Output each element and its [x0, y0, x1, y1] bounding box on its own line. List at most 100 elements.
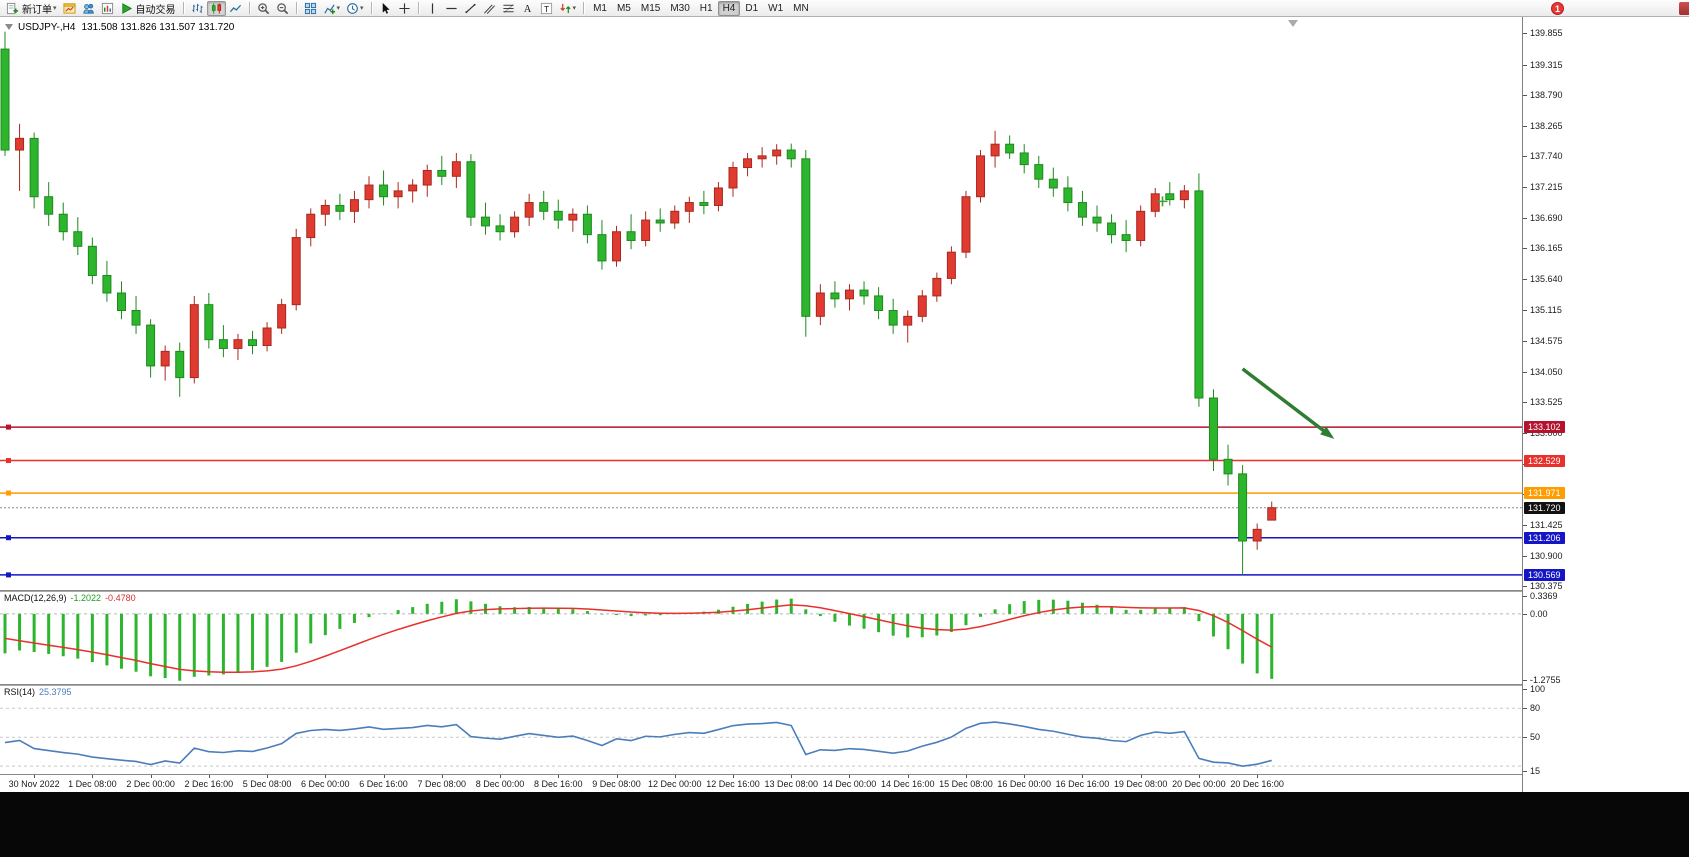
zoom-in-button[interactable] — [254, 1, 273, 16]
axis-tick-label: 134.575 — [1530, 336, 1563, 347]
splitter-rsi-time — [0, 774, 1689, 775]
tile-windows-button[interactable] — [301, 1, 320, 16]
svg-text:A: A — [523, 4, 531, 15]
time-tick-mark — [208, 775, 210, 778]
macd-pane[interactable]: MACD(12,26,9) -1.2022 -0.4780 — [0, 592, 1522, 684]
time-label: 16 Dec 16:00 — [1055, 779, 1110, 789]
line-anchor[interactable] — [6, 424, 11, 430]
time-tick-mark — [1257, 775, 1259, 778]
time-label: 1 Dec 08:00 — [68, 779, 117, 789]
tf-mn[interactable]: MN — [793, 2, 809, 14]
axis-tick-label: 0.00 — [1530, 608, 1548, 619]
dropdown-caret-icon: ▾ — [360, 5, 364, 12]
bottom-strip — [0, 792, 1689, 857]
axis-tick-mark — [1523, 689, 1527, 690]
macd-histogram — [3, 598, 1274, 681]
cursor-icon — [382, 2, 390, 14]
time-tick-mark — [1082, 775, 1084, 778]
splitter-macd-rsi[interactable] — [0, 684, 1689, 686]
trendline-button[interactable] — [461, 1, 480, 16]
axis-tick-label: 137.740 — [1530, 151, 1563, 162]
time-tick-mark — [441, 775, 443, 778]
one-click-trading-expander-icon[interactable] — [5, 24, 13, 34]
axis-tick-label: 15 — [1530, 766, 1541, 776]
text-button[interactable]: A — [518, 1, 537, 16]
cross-marker[interactable] — [1157, 196, 1168, 207]
periods-button[interactable]: ▾ — [343, 1, 367, 16]
time-tick-mark — [325, 775, 327, 778]
rsi-plot-svg[interactable] — [0, 686, 1522, 774]
time-tick-mark — [383, 775, 385, 778]
main-chart-pane[interactable]: USDJPY-,H4 131.508 131.826 131.507 131.7… — [0, 17, 1522, 590]
tf-h1[interactable]: H1 — [699, 2, 713, 14]
tf-w1[interactable]: W1 — [768, 2, 784, 14]
time-axis[interactable]: 30 Nov 2022 1 Dec 08:00 2 Dec 00:00 2 Dec 1… — [0, 775, 1522, 792]
line-anchor[interactable] — [6, 572, 11, 578]
channel-button[interactable] — [480, 1, 499, 16]
profiles-button[interactable] — [79, 1, 98, 16]
time-label: 6 Dec 00:00 — [301, 779, 350, 789]
axis-tick-mark — [1523, 680, 1527, 682]
vertical-line-button[interactable] — [423, 1, 442, 16]
bars-icon — [191, 3, 203, 13]
axis-tick-label: 139.315 — [1530, 59, 1563, 70]
indicators-button[interactable]: ▾ — [320, 1, 344, 16]
line-anchor[interactable] — [6, 535, 11, 541]
chart-shift-marker-icon — [1288, 20, 1298, 27]
crosshair-button[interactable] — [395, 1, 414, 16]
tf-m30[interactable]: M30 — [670, 2, 690, 14]
trend-arrow[interactable] — [1241, 367, 1329, 435]
toolbar-edge-icon[interactable] — [1679, 2, 1689, 15]
time-tick-mark — [849, 775, 851, 778]
time-label: 12 Dec 00:00 — [647, 779, 702, 789]
new-order-icon — [6, 2, 19, 14]
arrows-button[interactable]: ▾ — [556, 1, 580, 16]
axis-tick-mark — [1523, 555, 1527, 557]
line-chart-button[interactable] — [226, 1, 245, 16]
fibonacci-button[interactable] — [499, 1, 518, 16]
tf-m1[interactable]: M1 — [593, 2, 607, 14]
line-anchor[interactable] — [6, 490, 11, 496]
price-badge-132.529: 132.529 — [1524, 454, 1565, 467]
bar-chart-button[interactable] — [188, 1, 207, 16]
line-anchor[interactable] — [6, 458, 11, 464]
axis-tick-label: 0.3369 — [1530, 591, 1558, 602]
rsi-pane[interactable]: RSI(14) 25.3795 — [0, 686, 1522, 774]
auto-trading-button[interactable]: 自动交易 — [117, 1, 179, 16]
candlestick-chart-button[interactable] — [206, 0, 226, 16]
label-button[interactable]: T — [537, 1, 556, 16]
macd-signal-value: -0.4780 — [105, 593, 136, 603]
axis-tick-label: 131.425 — [1530, 519, 1563, 530]
dropdown-caret-icon: ▾ — [572, 5, 577, 12]
splitter-main-macd[interactable] — [0, 590, 1689, 592]
tf-d1[interactable]: D1 — [745, 2, 759, 14]
time-label: 8 Dec 00:00 — [475, 779, 525, 789]
axis-tick-mark — [1523, 433, 1527, 435]
axis-tick-label: 137.215 — [1530, 182, 1563, 193]
axis-tick-mark — [1523, 217, 1527, 219]
fibo-icon — [502, 3, 514, 13]
notification-badge[interactable]: 1 — [1551, 2, 1564, 15]
charts-window-button[interactable] — [60, 1, 79, 16]
main-plot-svg[interactable] — [0, 17, 1522, 590]
zoom-out-button[interactable] — [273, 1, 292, 16]
time-tick-mark — [733, 775, 734, 778]
tf-m5[interactable]: M5 — [616, 2, 631, 14]
zoom-in-icon — [257, 2, 269, 14]
axis-tick-label: 133.525 — [1530, 397, 1563, 408]
cursor-button[interactable] — [376, 1, 395, 16]
price-badge-133.102: 133.102 — [1524, 421, 1565, 434]
price-axis[interactable]: 139.855 139.315 138.790 138.265 137.740 137.2… — [1522, 17, 1689, 792]
market-watch-button[interactable] — [98, 1, 117, 16]
toolbar-separator — [583, 2, 585, 14]
time-label: 14 Dec 00:00 — [822, 779, 877, 789]
horizontal-line-button[interactable] — [442, 1, 461, 16]
auto-trading-button-label: 自动交易 — [135, 4, 176, 16]
macd-plot-svg[interactable] — [0, 592, 1522, 684]
trend-arrow-head — [1320, 426, 1335, 439]
price-badge-131.206: 131.206 — [1524, 531, 1565, 544]
new-order-button[interactable]: 新订单 ▾ — [3, 1, 60, 16]
rsi-value: 25.3795 — [39, 687, 72, 697]
tf-h4[interactable]: H4 — [717, 0, 741, 16]
tf-m15[interactable]: M15 — [640, 2, 661, 14]
